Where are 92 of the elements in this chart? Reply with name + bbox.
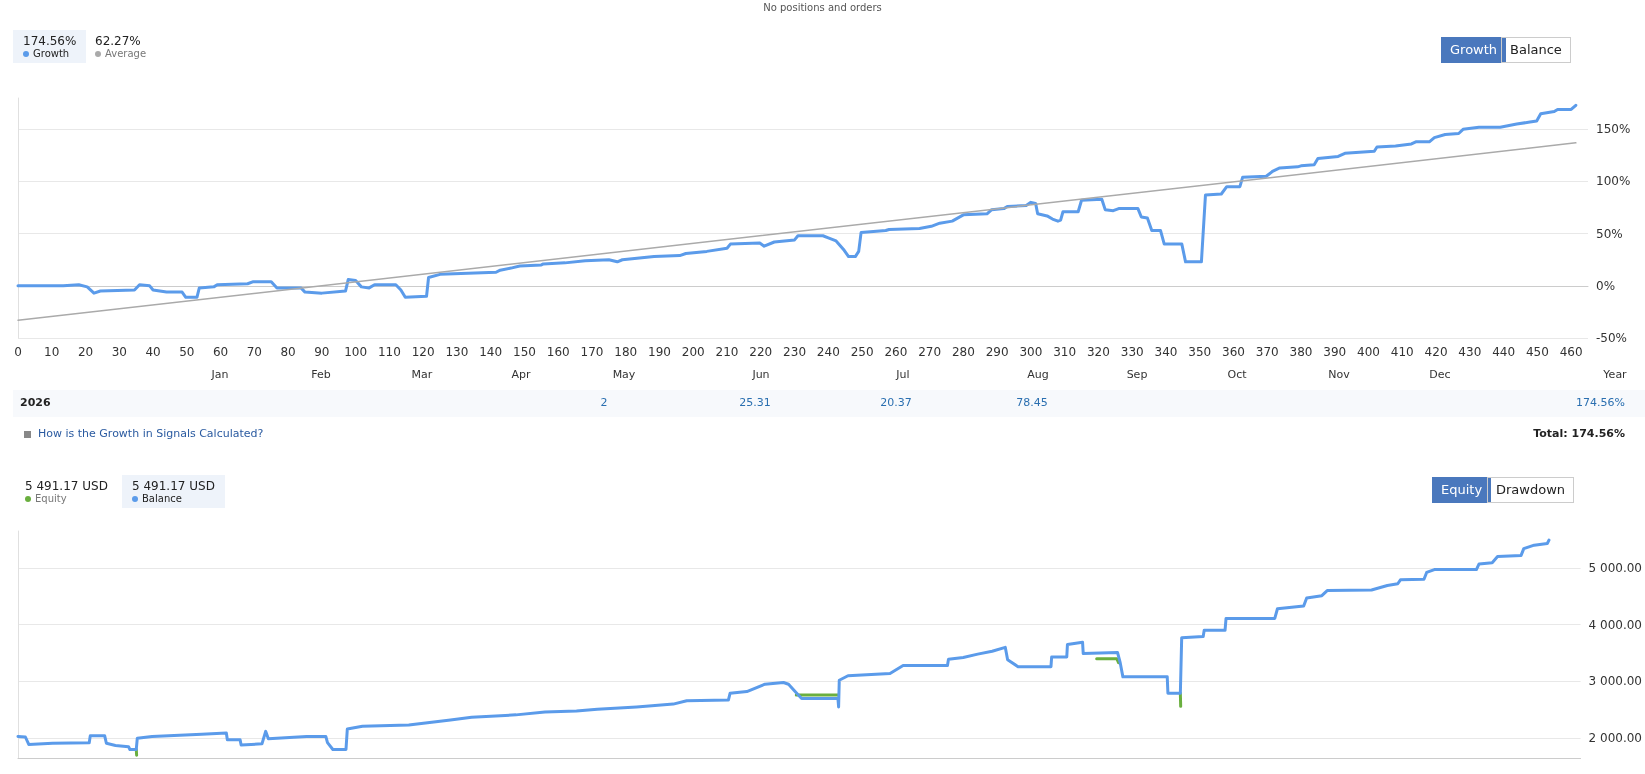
x-tick-label: 50 (179, 345, 195, 359)
x-tick-label: 40 (145, 345, 161, 359)
x-tick-label: 360 (1222, 345, 1245, 359)
x-tick-label: 400 (1357, 345, 1380, 359)
text: 5 491.17 USD (132, 479, 215, 493)
x-tick-label: 220 (749, 345, 773, 359)
text: 2 (600, 396, 608, 409)
x-tick-label: 110 (377, 345, 401, 359)
text: Sep (1126, 368, 1148, 381)
x-tick-label: 210 (715, 345, 739, 359)
text: Aug (1027, 368, 1049, 381)
text: 174.56% (1576, 396, 1625, 409)
legend-label: Equity (35, 493, 67, 504)
legend-label: Growth (33, 48, 70, 59)
x-tick-label: 280 (951, 345, 975, 359)
x-tick-label: 200 (681, 345, 705, 359)
x-tick-label: 270 (918, 345, 942, 359)
text: 78.45 (1016, 396, 1048, 409)
y-tick-label: 4 000.00 (1588, 617, 1642, 632)
legend-label: Average (105, 48, 147, 59)
x-tick-label: 180 (614, 345, 638, 359)
text: 62.27% (95, 34, 142, 48)
x-tick-label: 0 (14, 345, 22, 359)
x-tick-label: 130 (445, 345, 469, 359)
x-tick-label: 410 (1390, 345, 1414, 359)
text: Oct (1227, 368, 1247, 381)
x-tick-label: 290 (985, 345, 1009, 359)
x-tick-label: 100 (344, 345, 368, 359)
y-tick-label: 2 000.00 (1588, 731, 1642, 746)
x-tick-label: 170 (580, 345, 604, 359)
x-tick-label: 320 (1086, 345, 1110, 359)
toggle-button: Balance (1501, 37, 1571, 63)
x-tick-label: 350 (1188, 345, 1212, 359)
x-tick-label: 150 (513, 345, 536, 359)
y-tick-label: 150% (1596, 122, 1631, 137)
y-tick-label: 100% (1596, 174, 1631, 189)
text: Apr (511, 368, 531, 381)
text: 2026 (20, 396, 51, 409)
x-tick-label: 230 (783, 345, 807, 359)
y-tick-label: 50% (1596, 226, 1623, 241)
x-tick-label: 80 (280, 345, 296, 359)
x-tick-label: 120 (411, 345, 435, 359)
text: 5 491.17 USD (25, 479, 108, 493)
x-tick-label: 450 (1525, 345, 1549, 359)
x-tick-label: 330 (1120, 345, 1144, 359)
x-tick-label: 240 (816, 345, 840, 359)
x-tick-label: 440 (1492, 345, 1516, 359)
x-tick-label: 160 (546, 345, 570, 359)
x-tick-label: 90 (314, 345, 330, 359)
line-series (16, 538, 1551, 751)
text: May (612, 368, 636, 381)
text: 20.37 (880, 396, 912, 409)
x-tick-label: 430 (1458, 345, 1482, 359)
x-tick-label: 460 (1559, 345, 1583, 359)
x-tick-label: 340 (1154, 345, 1178, 359)
x-tick-label: 260 (884, 345, 908, 359)
x-tick-label: 70 (246, 345, 262, 359)
text: 174.56% (23, 34, 77, 48)
x-tick-label: 390 (1323, 345, 1347, 359)
y-tick-label: 0% (1596, 278, 1616, 293)
x-tick-label: 310 (1053, 345, 1077, 359)
y-tick-label: 5 000.00 (1588, 560, 1642, 575)
line-series (16, 103, 1578, 299)
text: Feb (311, 368, 331, 381)
text: 25.31 (739, 396, 771, 409)
text: Mar (411, 368, 433, 381)
x-tick-label: 420 (1424, 345, 1448, 359)
x-tick-label: 190 (648, 345, 671, 359)
toggle-button: Drawdown (1487, 477, 1575, 503)
text: Jan (211, 368, 229, 381)
text: No positions and orders (763, 2, 882, 13)
text: Nov (1328, 368, 1350, 381)
text: Jun (752, 368, 770, 381)
text: Year (1603, 368, 1627, 381)
y-tick-label: 3 000.00 (1588, 674, 1642, 689)
x-tick-label: 30 (111, 345, 127, 359)
legend-label: Balance (142, 493, 182, 504)
text: Jul (896, 368, 910, 381)
toggle-button: Growth (1441, 37, 1507, 63)
x-tick-label: 20 (77, 345, 94, 359)
x-tick-label: 10 (44, 345, 60, 359)
text: Dec (1429, 368, 1451, 381)
x-tick-label: 250 (850, 345, 874, 359)
x-tick-label: 60 (212, 345, 229, 359)
text: Total: 174.56% (1533, 427, 1625, 440)
x-tick-label: 140 (479, 345, 503, 359)
x-tick-label: 380 (1289, 345, 1313, 359)
toggle-button: Equity (1432, 477, 1492, 503)
y-tick-label: -50% (1596, 331, 1628, 345)
x-tick-label: 370 (1255, 345, 1279, 359)
x-tick-label: 300 (1019, 345, 1043, 359)
text: How is the Growth in Signals Calculated? (38, 427, 264, 440)
